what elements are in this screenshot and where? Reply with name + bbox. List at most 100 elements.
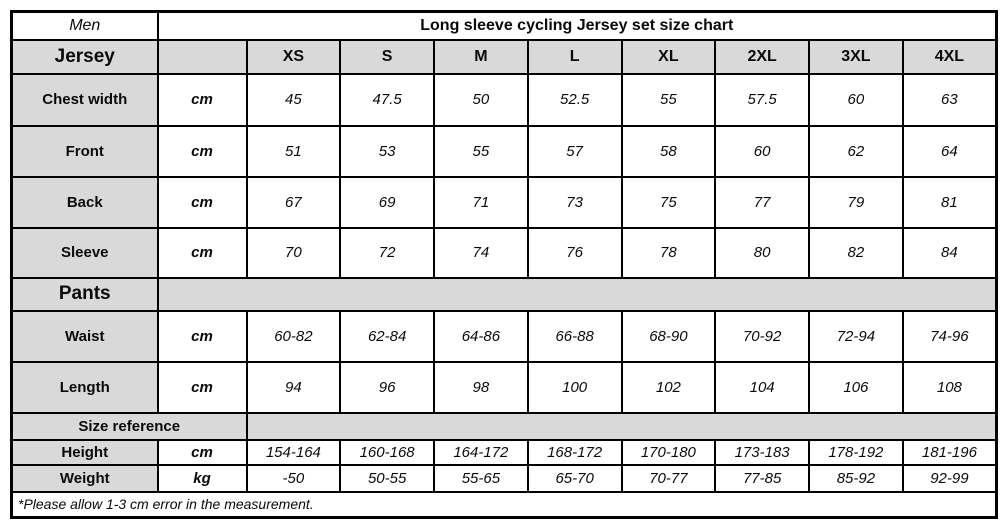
value-cell: 60	[808, 72, 904, 127]
value-cell: 75	[620, 175, 717, 229]
table-row-back: Back cm 67 69 71 73 75 77 79 81	[10, 175, 998, 229]
table-row-front: Front cm 51 53 55 57 58 60 62 64	[10, 124, 998, 178]
value-cell: 76	[526, 226, 623, 279]
men-label-cell: Men	[10, 10, 159, 41]
row-label-sleeve: Sleeve	[10, 226, 159, 279]
value-cell: 96	[339, 360, 435, 414]
value-cell: 57.5	[714, 72, 810, 127]
value-cell: -50	[245, 463, 342, 493]
size-header-l: L	[526, 38, 623, 75]
value-cell: 154-164	[245, 438, 342, 466]
value-cell: 64-86	[433, 309, 529, 363]
value-cell: 70-92	[714, 309, 810, 363]
row-label-chest-width: Chest width	[10, 72, 159, 127]
value-cell: 52.5	[526, 72, 623, 127]
value-cell: 53	[339, 124, 435, 178]
value-cell: 164-172	[433, 438, 529, 466]
value-cell: 77-85	[714, 463, 810, 493]
value-cell: 70-77	[620, 463, 717, 493]
value-cell: 100	[526, 360, 623, 414]
size-header-3xl: 3XL	[808, 38, 904, 75]
table-row-men: Men Long sleeve cycling Jersey set size …	[10, 10, 998, 41]
table-row-sleeve: Sleeve cm 70 72 74 76 78 80 82 84	[10, 226, 998, 279]
value-cell: 102	[620, 360, 717, 414]
row-label-waist: Waist	[10, 309, 159, 363]
unit-cell: cm	[156, 175, 248, 229]
table-row-size-reference-header: Size reference	[10, 411, 998, 441]
unit-cell: cm	[156, 360, 248, 414]
value-cell: 62-84	[339, 309, 435, 363]
size-header-4xl: 4XL	[901, 38, 998, 75]
value-cell: 72	[339, 226, 435, 279]
size-header-xs: XS	[245, 38, 342, 75]
size-header-s: S	[339, 38, 435, 75]
value-cell: 108	[901, 360, 998, 414]
value-cell: 78	[620, 226, 717, 279]
value-cell: 69	[339, 175, 435, 229]
value-cell: 173-183	[714, 438, 810, 466]
value-cell: 80	[714, 226, 810, 279]
value-cell: 66-88	[526, 309, 623, 363]
size-header-xl: XL	[620, 38, 717, 75]
pants-section-spacer-cell	[156, 276, 998, 312]
value-cell: 67	[245, 175, 342, 229]
value-cell: 58	[620, 124, 717, 178]
value-cell: 178-192	[808, 438, 904, 466]
table-row-pants-header: Pants	[10, 276, 998, 312]
unit-cell: cm	[156, 72, 248, 127]
table-row-length: Length cm 94 96 98 100 102 104 106 108	[10, 360, 998, 414]
size-reference-spacer-cell	[245, 411, 998, 441]
value-cell: 50-55	[339, 463, 435, 493]
table-row-jersey-header: Jersey XS S M L XL 2XL 3XL 4XL	[10, 38, 998, 75]
size-chart-table: Men Long sleeve cycling Jersey set size …	[10, 10, 999, 519]
row-label-front: Front	[10, 124, 159, 178]
value-cell: 70	[245, 226, 342, 279]
value-cell: 47.5	[339, 72, 435, 127]
table-row-chest-width: Chest width cm 45 47.5 50 52.5 55 57.5 6…	[10, 72, 998, 127]
value-cell: 64	[901, 124, 998, 178]
value-cell: 60	[714, 124, 810, 178]
row-label-height: Height	[10, 438, 159, 466]
value-cell: 74	[433, 226, 529, 279]
value-cell: 79	[808, 175, 904, 229]
size-reference-section-cell: Size reference	[10, 411, 248, 441]
value-cell: 72-94	[808, 309, 904, 363]
row-label-length: Length	[10, 360, 159, 414]
value-cell: 92-99	[901, 463, 998, 493]
unit-cell: cm	[156, 438, 248, 466]
value-cell: 68-90	[620, 309, 717, 363]
value-cell: 62	[808, 124, 904, 178]
value-cell: 81	[901, 175, 998, 229]
value-cell: 160-168	[339, 438, 435, 466]
value-cell: 45	[245, 72, 342, 127]
table-row-weight: Weight kg -50 50-55 55-65 65-70 70-77 77…	[10, 463, 998, 493]
table-row-footnote: *Please allow 1-3 cm error in the measur…	[10, 490, 998, 519]
value-cell: 65-70	[526, 463, 623, 493]
value-cell: 71	[433, 175, 529, 229]
value-cell: 55-65	[433, 463, 529, 493]
value-cell: 170-180	[620, 438, 717, 466]
jersey-unit-spacer-cell	[156, 38, 248, 75]
jersey-section-cell: Jersey	[10, 38, 159, 75]
value-cell: 55	[620, 72, 717, 127]
footnote-cell: *Please allow 1-3 cm error in the measur…	[10, 490, 998, 519]
size-header-m: M	[433, 38, 529, 75]
value-cell: 104	[714, 360, 810, 414]
value-cell: 98	[433, 360, 529, 414]
value-cell: 84	[901, 226, 998, 279]
unit-cell: cm	[156, 226, 248, 279]
value-cell: 57	[526, 124, 623, 178]
unit-cell: cm	[156, 309, 248, 363]
chart-title-cell: Long sleeve cycling Jersey set size char…	[156, 10, 998, 41]
row-label-weight: Weight	[10, 463, 159, 493]
value-cell: 63	[901, 72, 998, 127]
value-cell: 82	[808, 226, 904, 279]
value-cell: 181-196	[901, 438, 998, 466]
size-header-2xl: 2XL	[714, 38, 810, 75]
row-label-back: Back	[10, 175, 159, 229]
pants-section-cell: Pants	[10, 276, 159, 312]
table-row-waist: Waist cm 60-82 62-84 64-86 66-88 68-90 7…	[10, 309, 998, 363]
value-cell: 51	[245, 124, 342, 178]
value-cell: 168-172	[526, 438, 623, 466]
